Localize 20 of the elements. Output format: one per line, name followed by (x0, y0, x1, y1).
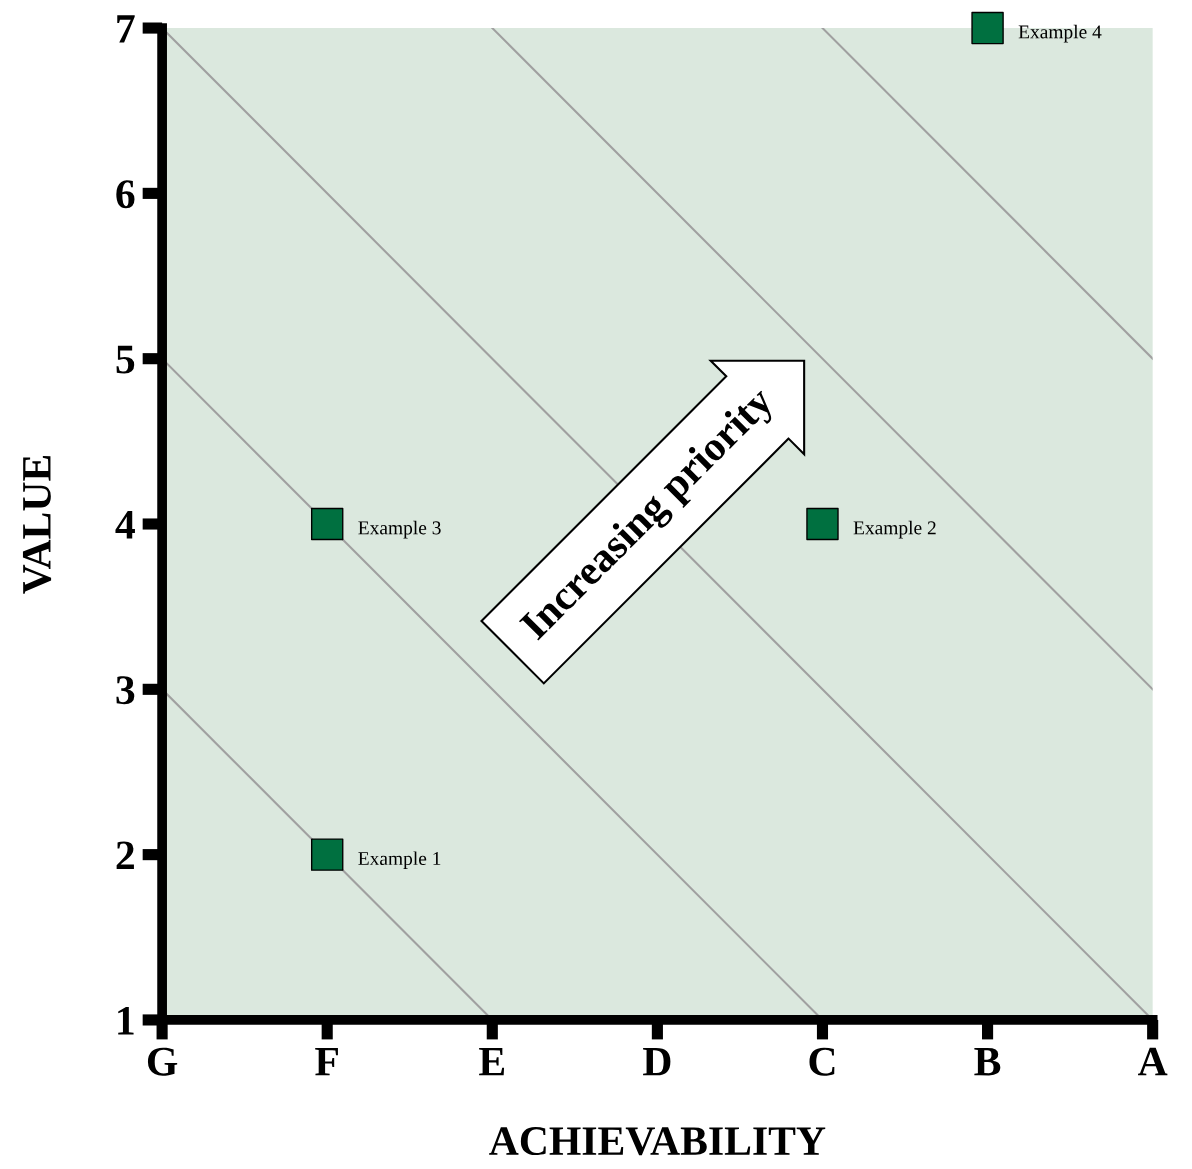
annotation: Example 3 (358, 520, 441, 539)
annotation: Example 2 (853, 520, 936, 539)
y-tick-label: 4 (115, 511, 135, 539)
x-tick-label: B (974, 1047, 1001, 1076)
annotation: Example 4 (1018, 24, 1102, 43)
y-tick-label: 5 (116, 345, 135, 374)
y-tick-label: 6 (116, 180, 135, 209)
x-tick-label: G (147, 1047, 178, 1076)
y-tick-label: 1 (118, 1006, 134, 1035)
x-tick-label: E (479, 1047, 505, 1076)
y-tick-label: 2 (116, 841, 134, 870)
x-tick-label: D (643, 1047, 671, 1076)
y-tick-label: 7 (117, 15, 135, 43)
annotation: Example 1 (358, 851, 441, 870)
x-tick-label: C (809, 1047, 835, 1076)
x-tick-label: F (315, 1047, 338, 1076)
y-axis-title: VALUE (22, 455, 52, 594)
x-axis-title: ACHIEVABILITY (489, 1127, 826, 1156)
x-tick-label: A (1138, 1047, 1168, 1076)
y-tick-label: 3 (116, 676, 135, 705)
